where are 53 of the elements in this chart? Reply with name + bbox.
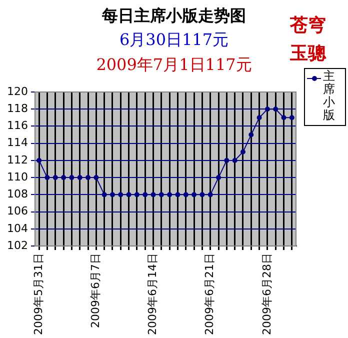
y-tick-label: 108 bbox=[6, 188, 28, 201]
point bbox=[273, 106, 278, 112]
x-tick-label: 2009年6月14日 bbox=[146, 253, 160, 336]
y-tick-label: 110 bbox=[6, 170, 28, 184]
x-tick-label: 2009年6月7日 bbox=[89, 253, 102, 328]
y-tick-label: 120 bbox=[6, 84, 28, 98]
chart-title: 每日主席小版走势图 bbox=[102, 6, 246, 25]
point bbox=[175, 192, 180, 198]
y-tick-label: 112 bbox=[6, 153, 28, 166]
point bbox=[224, 158, 230, 163]
point bbox=[183, 192, 188, 198]
point bbox=[240, 149, 246, 154]
x-tick-label: 2009年6月21日 bbox=[203, 253, 216, 336]
point bbox=[36, 158, 42, 163]
point bbox=[118, 192, 124, 198]
y-tick-label: 104 bbox=[6, 222, 28, 235]
point bbox=[134, 192, 140, 198]
point bbox=[264, 106, 270, 112]
point bbox=[142, 192, 148, 198]
chart-subtitle: 6月30日117元 bbox=[119, 30, 229, 49]
point bbox=[167, 192, 172, 198]
point bbox=[77, 175, 82, 180]
y-tick-label: 106 bbox=[6, 204, 28, 218]
point bbox=[52, 175, 58, 180]
x-tick-label: 2009年6月28日 bbox=[260, 253, 274, 336]
point bbox=[192, 192, 197, 198]
point bbox=[208, 192, 213, 198]
point bbox=[216, 175, 222, 180]
x-tick-label: 2009年5月31日 bbox=[32, 253, 45, 336]
point bbox=[102, 192, 107, 198]
point bbox=[61, 175, 66, 180]
point bbox=[44, 175, 50, 180]
point bbox=[126, 192, 132, 198]
point bbox=[200, 192, 205, 198]
point bbox=[86, 175, 91, 180]
point bbox=[289, 115, 294, 120]
text: 2009年7月1日117元 bbox=[96, 55, 252, 74]
point bbox=[69, 175, 74, 180]
legend-label: 主席小版 bbox=[323, 69, 336, 124]
y-tick-label: 102 bbox=[6, 238, 28, 252]
y-tick-label: 114 bbox=[6, 136, 28, 150]
text: 苍穹 bbox=[290, 14, 326, 38]
point bbox=[256, 115, 262, 120]
y-tick-label: 116 bbox=[6, 119, 28, 132]
point bbox=[158, 192, 164, 198]
point bbox=[94, 175, 99, 180]
point bbox=[110, 192, 115, 198]
y-tick-label: 118 bbox=[6, 102, 28, 115]
point bbox=[281, 115, 286, 120]
point bbox=[248, 132, 254, 138]
text: 玉骢 bbox=[290, 42, 326, 66]
point bbox=[150, 192, 156, 198]
point bbox=[232, 158, 238, 163]
